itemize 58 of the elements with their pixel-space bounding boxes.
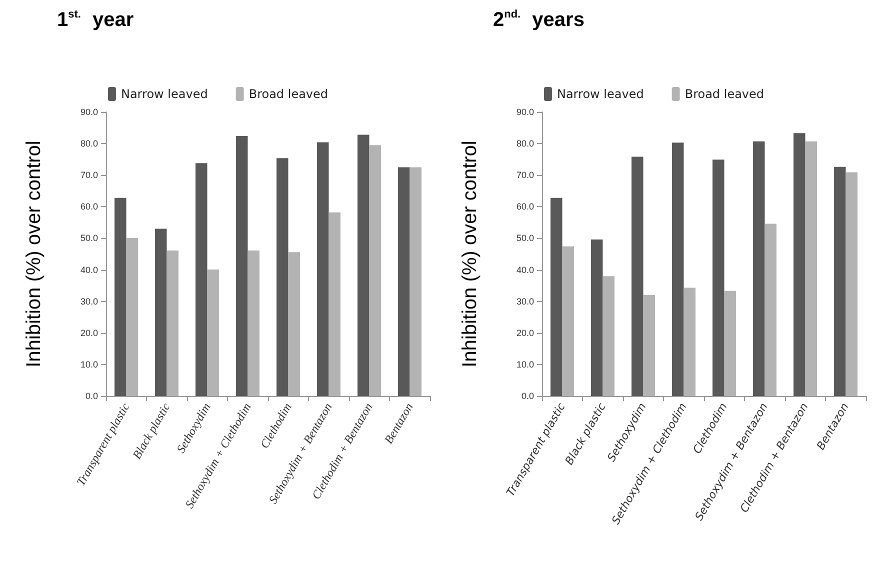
y-tick-label: 90.0: [516, 107, 534, 117]
bar: [288, 252, 300, 396]
y-tick-label: 80.0: [80, 138, 98, 149]
bar: [114, 198, 126, 396]
bar: [236, 136, 248, 396]
bar: [562, 246, 574, 396]
bar: [276, 158, 288, 396]
y-tick-label: 60.0: [80, 202, 98, 212]
y-tick-label: 50.0: [516, 233, 534, 244]
bar: [753, 141, 765, 396]
y-tick-label: 70.0: [516, 170, 534, 180]
y-tick-label: 10.0: [516, 359, 534, 370]
bar: [712, 160, 724, 396]
bar: [207, 269, 219, 396]
y-tick-label: 20.0: [516, 328, 534, 338]
bar: [724, 290, 736, 396]
bar: [684, 288, 696, 396]
y-tick-label: 10.0: [80, 359, 98, 370]
y-axis-title: Inhibition (%) over control: [23, 140, 45, 368]
y-tick-label: 30.0: [80, 296, 98, 306]
bar: [166, 250, 178, 396]
bar: [764, 224, 776, 396]
y-tick-label: 60.0: [516, 202, 534, 212]
bar: [632, 156, 644, 396]
bar: [317, 142, 329, 396]
bar: [602, 276, 614, 396]
y-axis-title: Inhibition (%) over control: [459, 140, 481, 368]
legend-label: Broad leaved: [684, 87, 764, 101]
bar: [410, 167, 422, 396]
bar: [672, 142, 684, 396]
bar: [155, 228, 167, 396]
bar: [550, 198, 562, 396]
bar: [794, 133, 806, 396]
bar: [643, 295, 655, 396]
bar: [834, 166, 846, 396]
y-tick-label: 90.0: [80, 107, 98, 117]
y-tick-label: 30.0: [516, 296, 534, 306]
y-tick-label: 50.0: [80, 233, 98, 244]
bar: [369, 145, 381, 396]
y-tick-label: 0.0: [521, 391, 534, 401]
y-tick-label: 40.0: [516, 264, 534, 275]
legend-label: Narrow leaved: [556, 87, 644, 101]
y-tick-label: 40.0: [80, 264, 98, 275]
bar: [805, 141, 817, 396]
bar: [126, 238, 138, 396]
bar: [358, 134, 370, 396]
bar: [398, 167, 410, 396]
y-tick-label: 70.0: [80, 170, 98, 180]
bar: [248, 250, 260, 396]
legend-label: Broad leaved: [248, 87, 328, 101]
y-tick-label: 20.0: [80, 328, 98, 338]
legend-label: Narrow leaved: [120, 87, 208, 101]
y-tick-label: 0.0: [85, 391, 98, 401]
y-tick-label: 80.0: [516, 138, 534, 149]
bar: [328, 212, 340, 396]
bar: [196, 163, 208, 396]
bar: [591, 239, 603, 396]
bar: [846, 172, 858, 396]
